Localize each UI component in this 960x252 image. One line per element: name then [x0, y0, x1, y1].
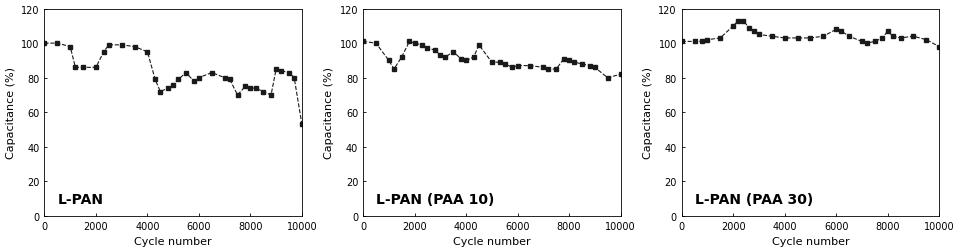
- Y-axis label: Capacitance (%): Capacitance (%): [643, 67, 653, 159]
- Text: L-PAN: L-PAN: [58, 192, 104, 206]
- Text: L-PAN (PAA 30): L-PAN (PAA 30): [695, 192, 813, 206]
- X-axis label: Cycle number: Cycle number: [453, 237, 531, 246]
- Y-axis label: Capacitance (%): Capacitance (%): [324, 67, 334, 159]
- Text: L-PAN (PAA 10): L-PAN (PAA 10): [376, 192, 494, 206]
- X-axis label: Cycle number: Cycle number: [772, 237, 850, 246]
- X-axis label: Cycle number: Cycle number: [134, 237, 212, 246]
- Y-axis label: Capacitance (%): Capacitance (%): [6, 67, 15, 159]
